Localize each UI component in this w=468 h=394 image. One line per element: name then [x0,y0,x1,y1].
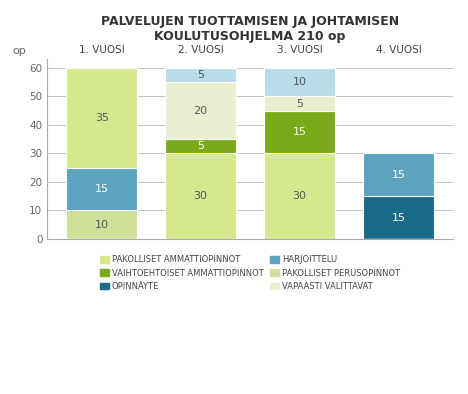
Text: 2. VUOSI: 2. VUOSI [178,45,224,55]
Text: 15: 15 [392,170,406,180]
Bar [165,153,236,239]
Text: 15: 15 [292,127,307,137]
Bar [165,68,236,82]
Text: 15: 15 [95,184,109,194]
Text: 15: 15 [392,212,406,223]
Text: 5: 5 [296,98,303,109]
Text: 5: 5 [197,70,204,80]
Text: 1. VUOSI: 1. VUOSI [79,45,124,55]
Text: 30: 30 [194,191,208,201]
Bar [264,68,335,97]
Text: 30: 30 [292,191,307,201]
Bar [165,82,236,139]
Text: 10: 10 [292,77,307,87]
Text: 10: 10 [95,219,109,230]
Text: 35: 35 [95,113,109,123]
Bar [264,111,335,153]
Bar [66,210,137,239]
Text: 20: 20 [194,106,208,116]
Legend: PAKOLLISET AMMATTIOPINNOT, VAIHTOEHTOISET AMMATTIOPINNOT, OPINNÄYTE, HARJOITTELU: PAKOLLISET AMMATTIOPINNOT, VAIHTOEHTOISE… [97,252,403,294]
Bar [264,153,335,239]
Bar [363,196,434,239]
Bar [66,168,137,210]
Bar [165,139,236,153]
Text: 5: 5 [197,141,204,151]
Bar [363,153,434,196]
Text: 4. VUOSI: 4. VUOSI [376,45,422,55]
Bar [264,97,335,111]
Title: PALVELUJEN TUOTTAMISEN JA JOHTAMISEN
KOULUTUSOHJELMA 210 op: PALVELUJEN TUOTTAMISEN JA JOHTAMISEN KOU… [101,15,399,43]
Text: 3. VUOSI: 3. VUOSI [277,45,322,55]
Bar [66,68,137,168]
Y-axis label: op: op [12,46,26,56]
